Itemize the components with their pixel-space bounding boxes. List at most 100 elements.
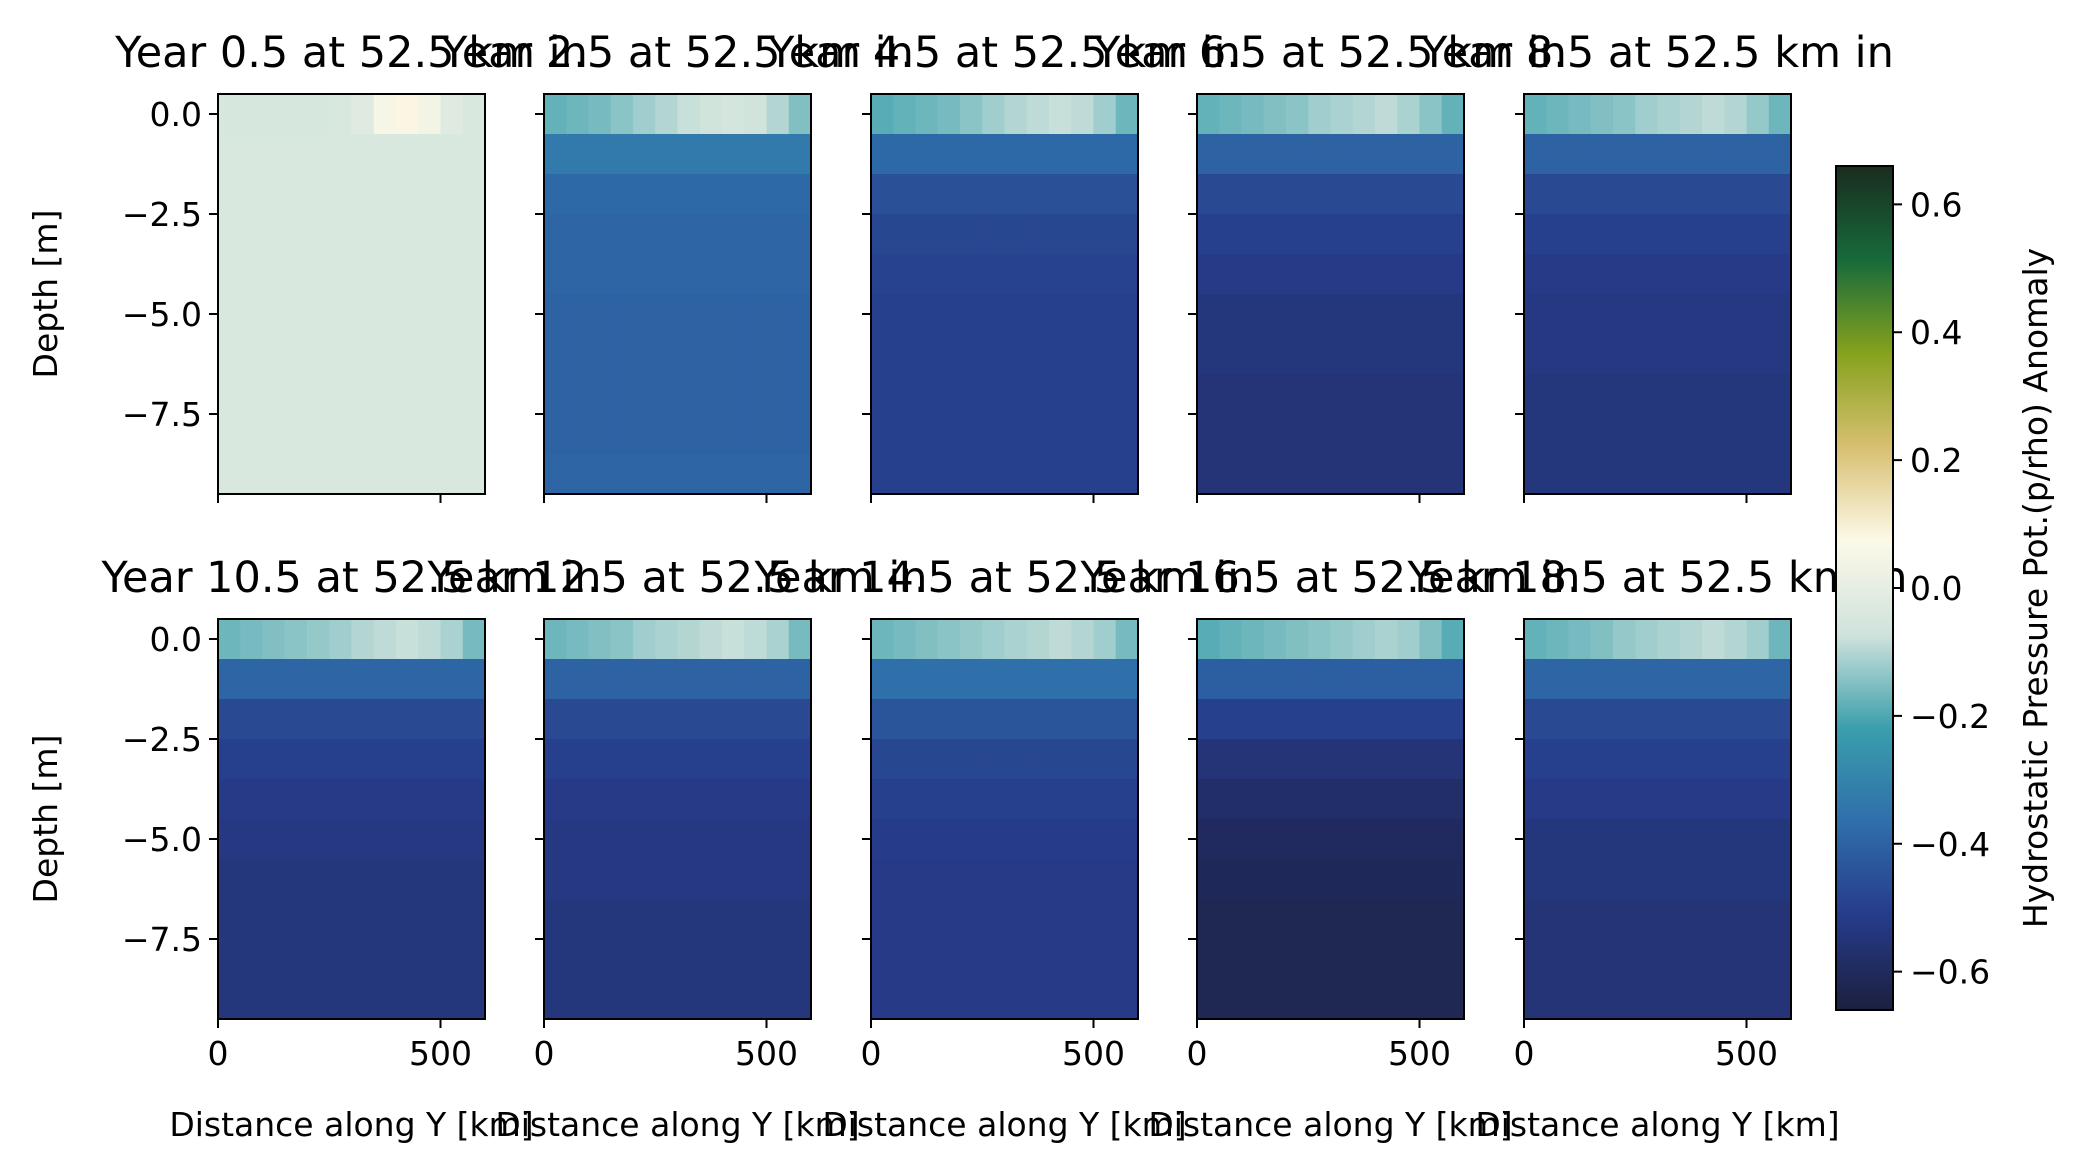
- heatmap-cell: [871, 174, 894, 215]
- heatmap-cell: [937, 414, 961, 455]
- heatmap-cell: [610, 699, 634, 740]
- heatmap-cell: [240, 94, 264, 135]
- heatmap-cell: [1546, 899, 1570, 940]
- panel-frame: [543, 93, 812, 495]
- heatmap-cell: [1568, 899, 1592, 940]
- heatmap-cell: [544, 374, 567, 415]
- heatmap-cell: [418, 214, 442, 255]
- heatmap-cell: [544, 94, 567, 135]
- heatmap-cell: [566, 254, 590, 295]
- heatmap-cell: [633, 899, 656, 940]
- heatmap-cell: [566, 699, 590, 740]
- heatmap-cell: [396, 254, 419, 295]
- heatmap-cell: [218, 739, 241, 780]
- heatmap-cell: [722, 334, 745, 375]
- heatmap-cell: [1071, 214, 1095, 255]
- heatmap-cell: [1308, 214, 1332, 255]
- heatmap-cell: [544, 619, 567, 660]
- heatmap-cell: [1375, 94, 1398, 135]
- heatmap-cell: [744, 294, 768, 335]
- heatmap-cell: [1724, 739, 1748, 780]
- heatmap-cell: [744, 214, 768, 255]
- heatmap-cell: [1241, 619, 1265, 660]
- heatmap-cell: [1702, 979, 1725, 1020]
- heatmap-cell: [218, 214, 241, 255]
- heatmap-cell: [1375, 659, 1398, 700]
- heatmap-cell: [610, 294, 634, 335]
- heatmap-cell: [893, 454, 917, 495]
- heatmap-cell: [1219, 619, 1243, 660]
- heatmap-cell: [699, 174, 723, 215]
- heatmap-cell: [1657, 414, 1681, 455]
- heatmap-cell: [1613, 739, 1636, 780]
- heatmap-cell: [351, 739, 375, 780]
- heatmap-cell: [329, 414, 353, 455]
- heatmap-cell: [218, 254, 241, 295]
- heatmap-cell: [418, 859, 442, 900]
- heatmap-cell: [418, 619, 442, 660]
- heatmap-cell: [871, 214, 894, 255]
- heatmap-cell: [373, 334, 397, 375]
- heatmap-cell: [871, 374, 894, 415]
- heatmap-cell: [588, 659, 612, 700]
- heatmap-cell: [1724, 939, 1748, 980]
- heatmap-cell: [1071, 819, 1095, 860]
- heatmap-cell: [893, 294, 917, 335]
- heatmap-cell: [544, 214, 567, 255]
- heatmap-cell: [915, 374, 939, 415]
- heatmap-cell: [1524, 939, 1547, 980]
- heatmap-cell: [1241, 819, 1265, 860]
- heatmap-cell: [1702, 374, 1725, 415]
- heatmap-cell: [1375, 134, 1398, 175]
- heatmap-cell: [351, 214, 375, 255]
- heatmap-cell: [1241, 134, 1265, 175]
- heatmap-cell: [262, 819, 286, 860]
- heatmap-cell: [1546, 214, 1570, 255]
- heatmap-cell: [960, 819, 983, 860]
- heatmap-cell: [329, 254, 353, 295]
- heatmap-cell: [982, 294, 1006, 335]
- heatmap-cell: [893, 699, 917, 740]
- heatmap-cell: [1026, 254, 1050, 295]
- heatmap-cell: [1352, 174, 1376, 215]
- heatmap-cell: [1071, 659, 1095, 700]
- heatmap-cell: [1613, 374, 1636, 415]
- heatmap-cell: [1352, 414, 1376, 455]
- heatmap-cell: [960, 294, 983, 335]
- heatmap-cell: [1524, 214, 1547, 255]
- heatmap-cell: [544, 454, 567, 495]
- heatmap-cell: [937, 659, 961, 700]
- heatmap-cell: [1352, 659, 1376, 700]
- heatmap-cell: [1004, 979, 1028, 1020]
- heatmap-cell: [633, 94, 656, 135]
- heatmap-cell: [1657, 294, 1681, 335]
- heatmap-cell: [418, 939, 442, 980]
- heatmap-cell: [1397, 899, 1421, 940]
- heatmap-cell: [544, 254, 567, 295]
- heatmap-cell: [1241, 939, 1265, 980]
- heatmap-cell: [960, 619, 983, 660]
- heatmap-cell: [1241, 739, 1265, 780]
- heatmap-cell: [566, 134, 590, 175]
- heatmap-cell: [218, 979, 241, 1020]
- heatmap-cell: [1635, 619, 1659, 660]
- heatmap-cell: [1004, 899, 1028, 940]
- heatmap-cell: [871, 819, 894, 860]
- heatmap-cell: [1657, 254, 1681, 295]
- panel-title: Year 12.5 at 52.5 km in: [426, 553, 927, 603]
- heatmap-cell: [1724, 659, 1748, 700]
- heatmap-cell: [462, 939, 486, 980]
- heatmap-cell: [1115, 619, 1139, 660]
- heatmap-cell: [1657, 454, 1681, 495]
- heatmap-cell: [610, 414, 634, 455]
- heatmap-cell: [351, 899, 375, 940]
- heatmap-cell: [915, 939, 939, 980]
- heatmap-cell: [351, 619, 375, 660]
- heatmap-cell: [788, 254, 812, 295]
- panel-frame: [543, 618, 812, 1020]
- heatmap-cell: [588, 739, 612, 780]
- heatmap-cell: [1219, 859, 1243, 900]
- heatmap-cell: [1613, 899, 1636, 940]
- heatmap-cell: [462, 174, 486, 215]
- heatmap-cell: [1590, 859, 1614, 900]
